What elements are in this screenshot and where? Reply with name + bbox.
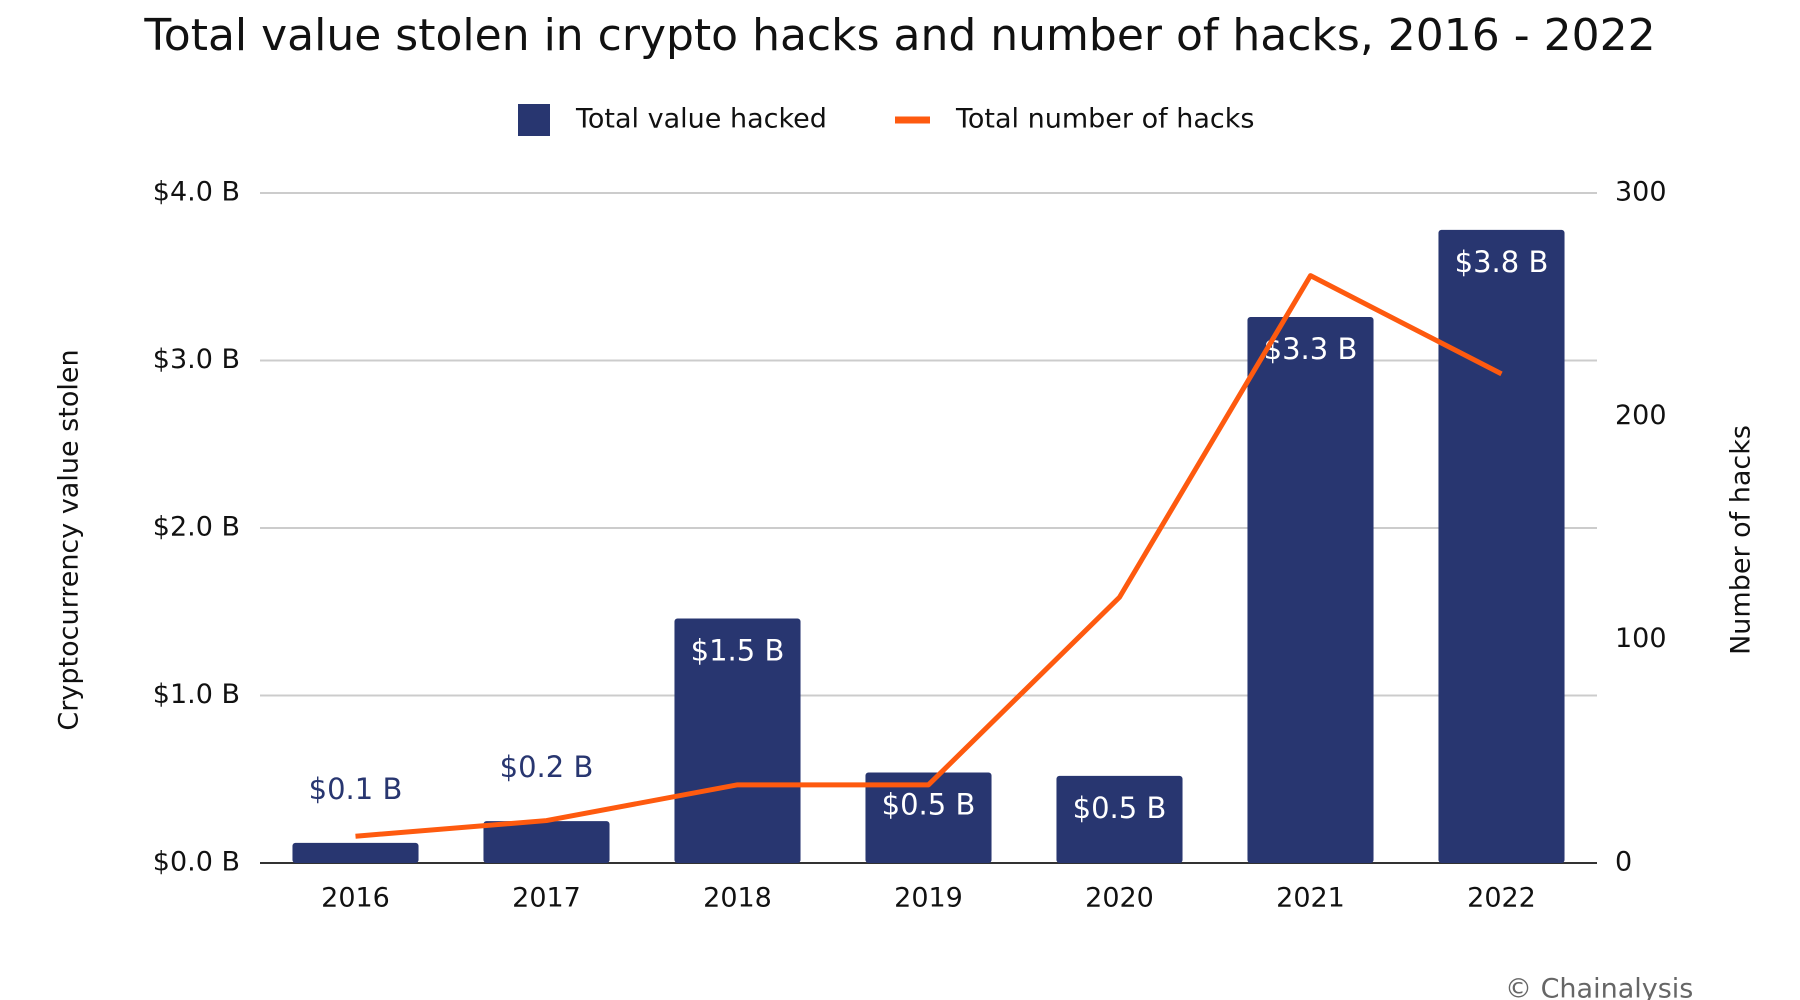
y2-tick-label: 200 — [1615, 400, 1667, 431]
line — [355, 273, 1503, 839]
data-label: $0.1 B — [309, 772, 403, 806]
data-label: $1.5 B — [691, 633, 785, 667]
y-tick-label: $2.0 B — [153, 512, 240, 543]
legend-label: Total value hacked — [575, 104, 827, 135]
x-tick-label: 2020 — [1085, 883, 1154, 914]
y-tick-label: $4.0 B — [153, 177, 240, 208]
bar — [865, 772, 992, 863]
data-label: $3.3 B — [1264, 332, 1358, 366]
y-tick-label: $0.0 B — [153, 847, 240, 878]
chart-title: Total value stolen in crypto hacks and n… — [143, 10, 1655, 61]
legend-swatch — [518, 104, 550, 136]
x-tick-label: 2017 — [512, 883, 581, 914]
data-label: $0.2 B — [500, 750, 594, 784]
y-tick-label: $3.0 B — [153, 344, 240, 375]
x-tick-label: 2021 — [1276, 883, 1345, 914]
bar — [1056, 775, 1183, 863]
bar — [292, 842, 419, 863]
bar — [1438, 229, 1565, 864]
y-tick-label: $1.0 B — [153, 679, 240, 710]
data-label: $0.5 B — [882, 788, 976, 822]
x-tick-label: 2022 — [1467, 883, 1536, 914]
y2-axis-title: Number of hacks — [1726, 425, 1757, 655]
data-label: $0.5 B — [1073, 791, 1167, 825]
legend-label: Total number of hacks — [955, 104, 1254, 135]
y2-tick-label: 100 — [1615, 623, 1667, 654]
bar — [1247, 316, 1374, 863]
x-tick-label: 2016 — [321, 883, 390, 914]
source: © Chainalysis — [1505, 974, 1693, 1000]
x-tick-label: 2019 — [894, 883, 963, 914]
y-axis-title: Cryptocurrency value stolen — [54, 349, 85, 730]
bar — [674, 618, 801, 863]
x-tick-label: 2018 — [703, 883, 772, 914]
y2-tick-label: 0 — [1615, 847, 1632, 878]
bar — [483, 821, 610, 863]
y2-tick-label: 300 — [1615, 177, 1667, 208]
data-label: $3.8 B — [1455, 245, 1549, 279]
